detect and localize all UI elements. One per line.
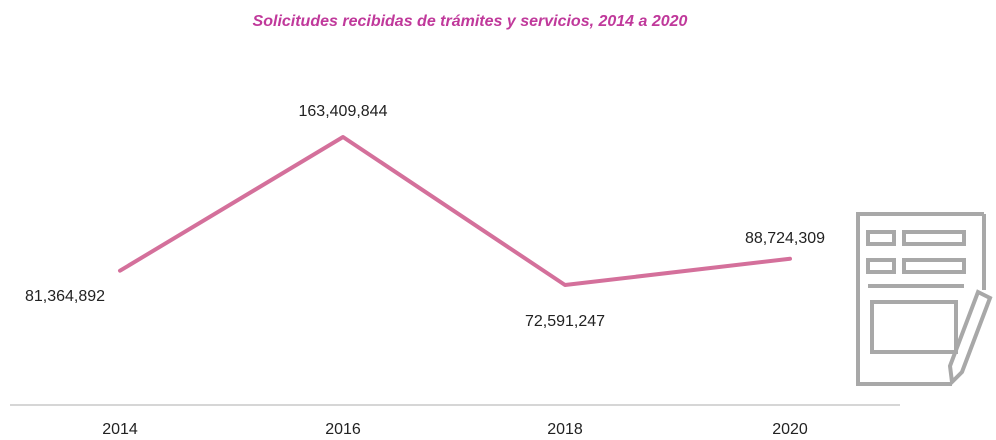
data-label: 72,591,247 [525,313,605,330]
x-tick-label: 2018 [547,421,583,438]
data-label: 88,724,309 [745,230,825,247]
document-icon [856,212,993,387]
data-line [118,135,792,287]
x-tick-label: 2016 [325,421,361,438]
chart-title: Solicitudes recibidas de trámites y serv… [253,13,688,30]
x-tick-label: 2020 [772,421,808,438]
data-label: 81,364,892 [25,288,105,305]
data-label: 163,409,844 [299,103,388,120]
x-tick-label: 2014 [102,421,138,438]
